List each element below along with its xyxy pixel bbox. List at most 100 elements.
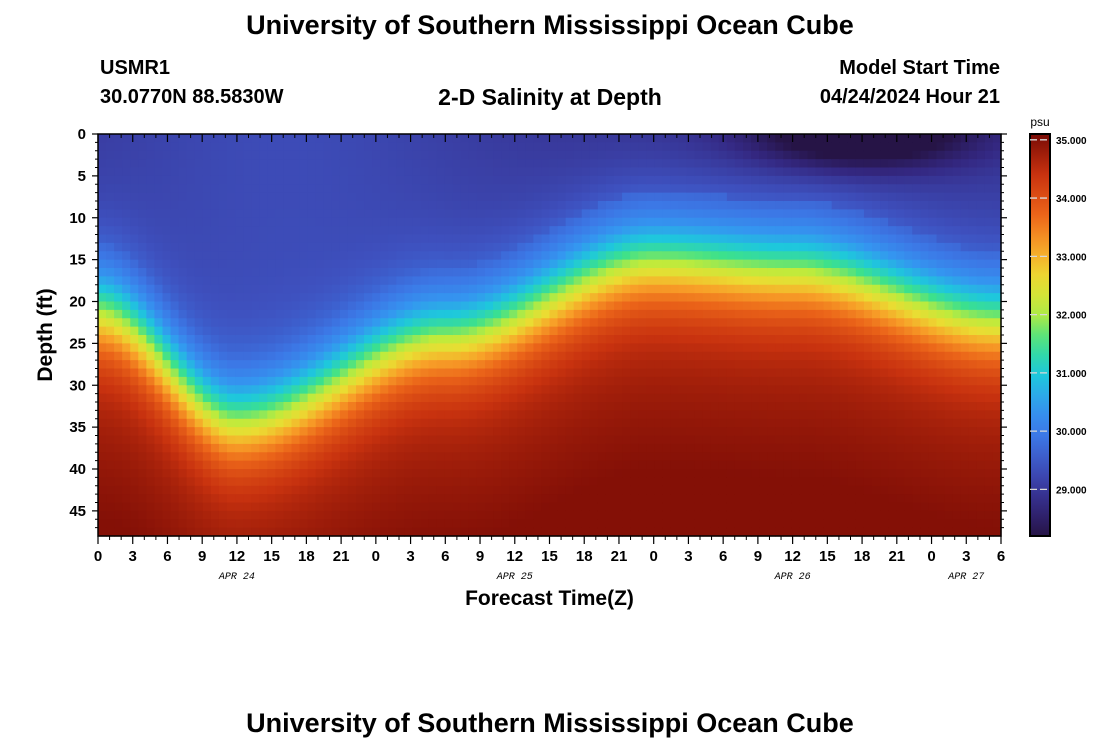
heatmap-cell xyxy=(404,360,414,370)
heatmap-cell xyxy=(815,201,825,210)
heatmap-cell xyxy=(573,510,583,520)
heatmap-cell xyxy=(331,393,341,403)
heatmap-cell xyxy=(557,427,567,437)
heatmap-cell xyxy=(775,477,784,487)
heatmap-cell xyxy=(533,234,543,244)
heatmap-cell xyxy=(662,242,672,252)
heatmap-cell xyxy=(912,502,921,512)
heatmap-cell xyxy=(646,159,655,169)
heatmap-cell xyxy=(444,326,454,336)
heatmap-cell xyxy=(452,150,462,160)
heatmap-cell xyxy=(396,410,405,420)
heatmap-cell xyxy=(356,452,365,462)
heatmap-cell xyxy=(138,502,147,512)
heatmap-cell xyxy=(194,427,204,437)
heatmap-cell xyxy=(807,134,817,143)
heatmap-cell xyxy=(759,335,768,344)
heatmap-cell xyxy=(726,184,736,194)
heatmap-cell xyxy=(412,284,422,294)
heatmap-cell xyxy=(710,402,720,411)
heatmap-cell xyxy=(525,234,534,244)
heatmap-cell xyxy=(460,452,470,462)
heatmap-cell xyxy=(662,284,672,294)
heatmap-cell xyxy=(501,410,510,420)
heatmap-cell xyxy=(622,234,631,244)
heatmap-cell xyxy=(597,142,607,152)
heatmap-cell xyxy=(267,259,276,269)
heatmap-cell xyxy=(339,368,349,378)
heatmap-cell xyxy=(138,318,147,328)
heatmap-cell xyxy=(541,410,551,420)
heatmap-cell xyxy=(823,242,833,252)
heatmap-cell xyxy=(275,201,285,210)
heatmap-cell xyxy=(493,209,502,219)
heatmap-cell xyxy=(581,351,591,361)
heatmap-cell xyxy=(630,410,639,420)
heatmap-cell xyxy=(517,343,526,353)
heatmap-cell xyxy=(597,418,607,428)
heatmap-cell xyxy=(872,368,881,378)
heatmap-cell xyxy=(501,192,510,202)
heatmap-cell xyxy=(154,217,164,227)
heatmap-cell xyxy=(734,368,744,378)
heatmap-cell xyxy=(694,209,704,219)
heatmap-cell xyxy=(315,385,325,395)
heatmap-cell xyxy=(146,142,156,152)
heatmap-cell xyxy=(122,209,131,219)
heatmap-cell xyxy=(654,226,663,236)
heatmap-cell xyxy=(581,217,591,227)
heatmap-cell xyxy=(541,242,551,252)
heatmap-cell xyxy=(170,268,180,277)
heatmap-cell xyxy=(525,167,534,177)
heatmap-cell xyxy=(622,435,631,445)
heatmap-cell xyxy=(509,134,518,143)
heatmap-cell xyxy=(791,318,801,328)
heatmap-cell xyxy=(388,385,397,395)
heatmap-cell xyxy=(759,142,768,152)
heatmap-cell xyxy=(847,268,857,277)
heatmap-cell xyxy=(614,351,623,361)
heatmap-cell xyxy=(275,376,285,386)
heatmap-cell xyxy=(743,452,752,462)
heatmap-cell xyxy=(573,284,583,294)
heatmap-cell xyxy=(162,175,172,185)
heatmap-cell xyxy=(388,460,397,470)
heatmap-cell xyxy=(476,510,486,520)
heatmap-cell xyxy=(251,477,260,487)
heatmap-cell xyxy=(847,175,857,185)
heatmap-cell xyxy=(307,251,317,261)
heatmap-cell xyxy=(807,393,817,403)
heatmap-cell xyxy=(694,385,704,395)
heatmap-cell xyxy=(767,242,776,252)
heatmap-cell xyxy=(420,134,430,143)
heatmap-cell xyxy=(114,418,123,428)
heatmap-cell xyxy=(243,452,252,462)
heatmap-cell xyxy=(186,385,196,395)
heatmap-cell xyxy=(686,134,696,143)
heatmap-cell xyxy=(783,309,792,319)
heatmap-cell xyxy=(396,376,405,386)
heatmap-cell xyxy=(315,427,325,437)
heatmap-cell xyxy=(162,318,172,328)
heatmap-cell xyxy=(815,527,825,537)
heatmap-cell xyxy=(678,201,688,210)
heatmap-cell xyxy=(202,268,212,277)
heatmap-cell xyxy=(557,368,567,378)
heatmap-cell xyxy=(630,209,639,219)
heatmap-cell xyxy=(557,360,567,370)
heatmap-cell xyxy=(533,402,543,411)
heatmap-cell xyxy=(493,335,502,344)
heatmap-cell xyxy=(743,175,752,185)
heatmap-cell xyxy=(452,209,462,219)
heatmap-cell xyxy=(162,209,172,219)
heatmap-cell xyxy=(380,351,389,361)
heatmap-cell xyxy=(460,284,470,294)
heatmap-cell xyxy=(404,150,414,160)
heatmap-cell xyxy=(194,276,204,286)
heatmap-cell xyxy=(823,217,833,227)
heatmap-cell xyxy=(888,393,897,403)
heatmap-cell xyxy=(98,259,107,269)
heatmap-cell xyxy=(678,343,688,353)
heatmap-cell xyxy=(605,427,615,437)
heatmap-cell xyxy=(872,167,881,177)
